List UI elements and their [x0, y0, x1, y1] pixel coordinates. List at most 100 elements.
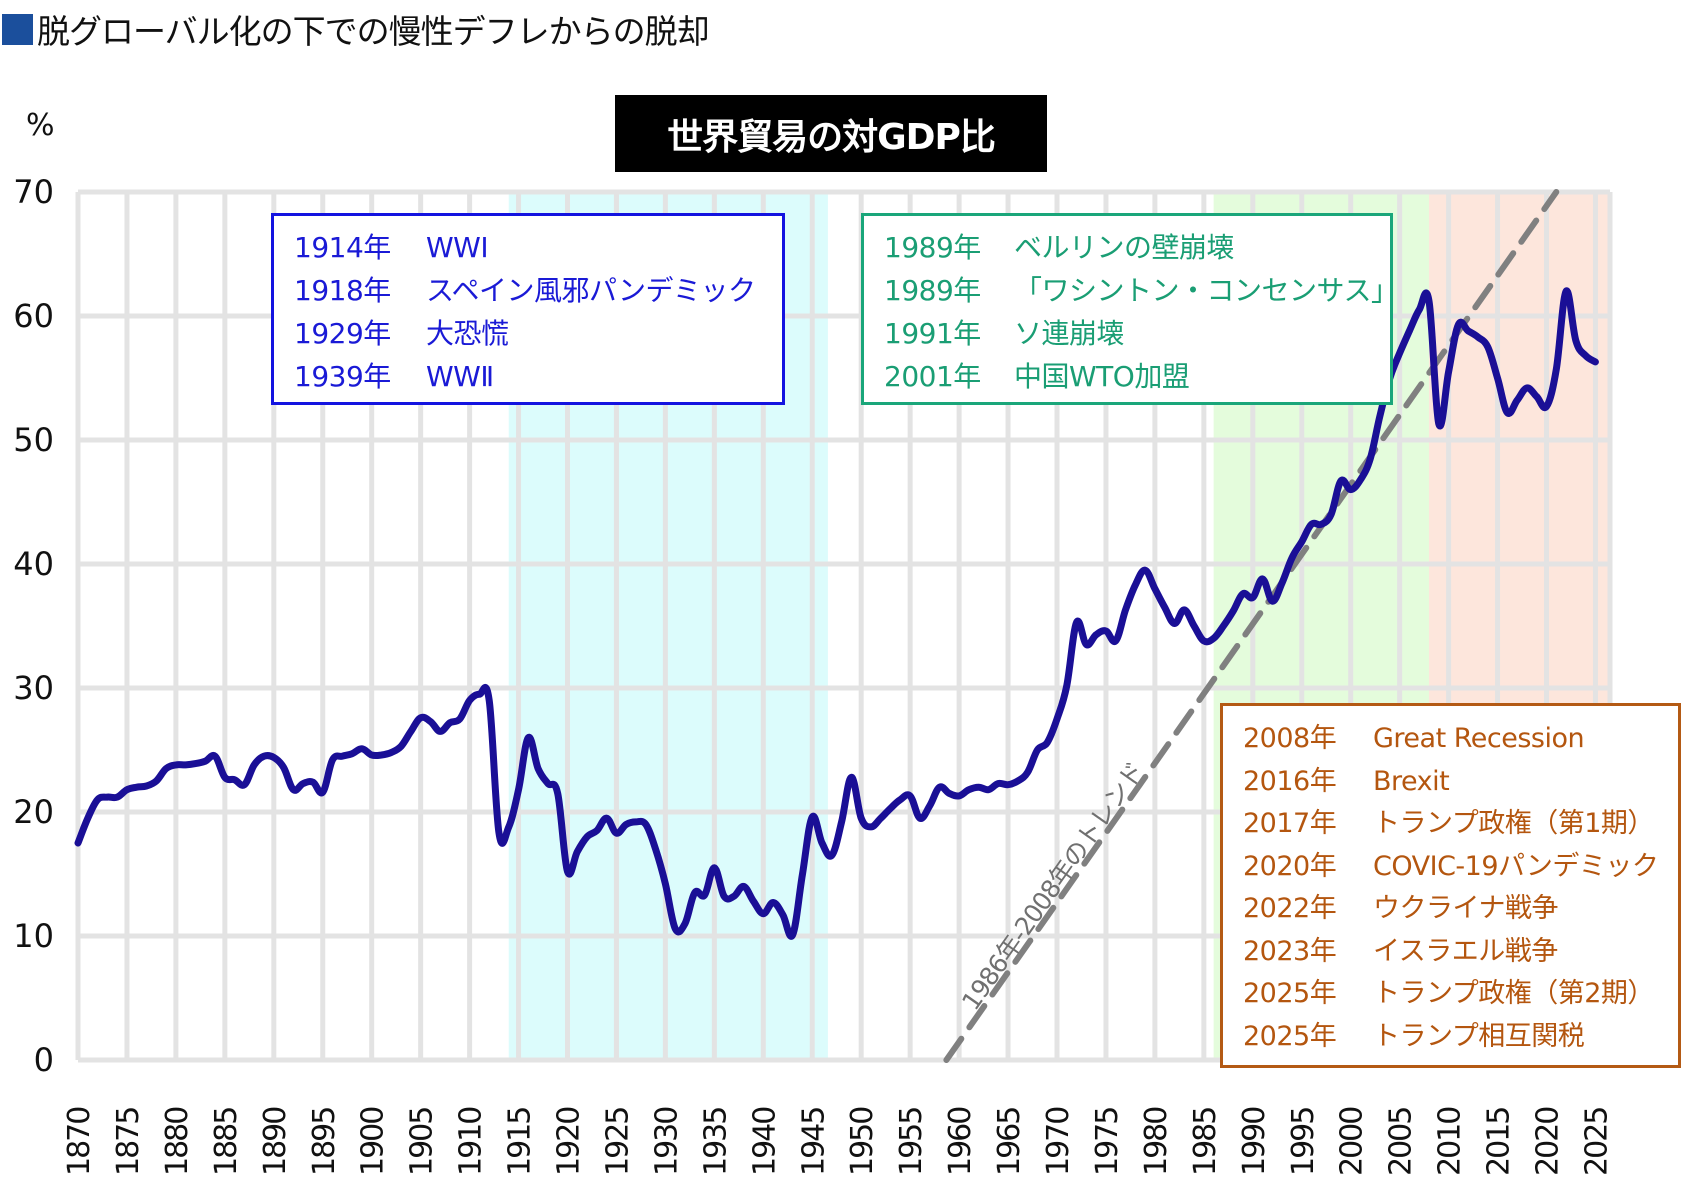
- annotation-event: イスラエル戦争: [1373, 935, 1558, 967]
- annotation-year: 1991年: [884, 317, 981, 350]
- annotation-row: 2008年 Great Recession: [1243, 718, 1678, 761]
- heading-marker-icon: [2, 13, 33, 45]
- x-tick-label: 2010: [1433, 1107, 1468, 1176]
- annotation-box-globalization: 1989年 ベルリンの壁崩壊 1989年 「ワシントン・コンセンサス」 1991年ソ…: [861, 213, 1399, 405]
- annotation-row: 2001年 中国WTO加盟: [884, 355, 1390, 398]
- heading-text: 脱グローバル化の下での慢性デフレからの脱却: [37, 12, 710, 51]
- x-tick-label: 1945: [796, 1108, 831, 1176]
- annotation-event: ソ連崩壊: [1014, 317, 1125, 350]
- annotation-year: 2001年: [884, 360, 981, 393]
- annotation-event: Brexit: [1373, 765, 1450, 797]
- x-tick-label: 1955: [894, 1108, 929, 1176]
- annotation-event: WWⅠ: [426, 231, 489, 264]
- annotation-year: 1918年: [294, 274, 391, 307]
- x-tick-label: 2020: [1531, 1107, 1566, 1176]
- annotation-year: 1914年: [294, 231, 391, 264]
- annotation-event: 中国WTO加盟: [1014, 360, 1190, 393]
- annotation-box-deglobalization: 2008年 Great Recession 2016年 Brexit 2017年 トラ…: [1220, 703, 1681, 1068]
- y-tick-label: 50: [13, 421, 54, 459]
- x-tick-label: 1970: [1041, 1107, 1076, 1176]
- annotation-event: Great Recession: [1373, 723, 1585, 754]
- annotation-year: 2016年: [1243, 765, 1337, 797]
- x-tick-label: 1905: [405, 1108, 440, 1176]
- annotation-row: 2025年 トランプ政権（第2期）: [1243, 973, 1678, 1016]
- trend-label: 1986年-2008年のトレンド: [956, 757, 1149, 1015]
- annotation-row: 1989年 ベルリンの壁崩壊: [884, 226, 1390, 269]
- x-tick-label: 1995: [1286, 1108, 1321, 1176]
- annotation-year: 1989年: [884, 231, 981, 264]
- x-tick-label: 1875: [111, 1108, 146, 1176]
- x-tick-label: 1940: [747, 1107, 782, 1176]
- annotation-row: 2025年 トランプ相互関税: [1243, 1016, 1678, 1059]
- x-tick-label: 1920: [552, 1107, 587, 1176]
- x-tick-label: 1960: [943, 1107, 978, 1176]
- y-axis-unit-label: %: [26, 108, 55, 143]
- y-tick-label: 0: [34, 1041, 54, 1079]
- annotation-event: トランプ政権（第2期）: [1373, 978, 1654, 1009]
- x-tick-label: 1890: [258, 1107, 293, 1176]
- annotation-row: 2016年 Brexit: [1243, 761, 1678, 804]
- annotation-event: トランプ政権（第1期）: [1373, 808, 1654, 839]
- annotation-row: 1989年 「ワシントン・コンセンサス」: [884, 269, 1399, 312]
- x-tick-label: 1895: [307, 1108, 342, 1176]
- annotation-row: 1939年 WWⅡ: [294, 355, 782, 398]
- annotation-row: 1929年 大恐慌: [294, 312, 782, 355]
- x-tick-label: 1975: [1090, 1108, 1125, 1176]
- annotation-year: 1989年: [884, 274, 981, 307]
- annotation-year: 1929年: [294, 317, 391, 350]
- x-tick-label: 1930: [649, 1107, 684, 1176]
- annotation-event: トランプ相互関税: [1373, 1020, 1585, 1052]
- annotation-row: 1991年 ソ連崩壊: [884, 312, 1390, 355]
- y-tick-label: 60: [13, 297, 54, 335]
- annotation-event: ベルリンの壁崩壊: [1014, 231, 1235, 264]
- annotation-year: 2008年: [1243, 723, 1337, 754]
- annotation-event: 大恐慌: [426, 317, 509, 350]
- annotation-year: 2025年: [1243, 978, 1337, 1009]
- x-tick-label: 1900: [356, 1107, 391, 1176]
- page-heading: 脱グローバル化の下での慢性デフレからの脱却: [0, 6, 710, 52]
- annotation-row: 2022年 ウクライナ戦争: [1243, 888, 1678, 931]
- annotation-row: 2023年 イスラエル戦争: [1243, 931, 1678, 974]
- y-tick-label: 40: [13, 545, 54, 583]
- x-tick-label: 1915: [503, 1108, 538, 1176]
- annotation-year: 2020年: [1243, 850, 1337, 882]
- annotation-box-prewar: 1914年 WWⅠ 1918年 スペイン風邪パンデミック 1929年 大恐慌 1939…: [271, 213, 785, 405]
- x-tick-label: 1910: [454, 1107, 489, 1176]
- annotation-row: 2020年 COVIC-19パンデミック: [1243, 846, 1678, 889]
- annotation-year: 2017年: [1243, 808, 1337, 839]
- y-tick-label: 30: [13, 669, 54, 707]
- chart-title: 世界貿易の対GDP比: [615, 95, 1047, 172]
- x-tick-label: 2000: [1335, 1107, 1370, 1176]
- x-tick-label: 1980: [1139, 1107, 1174, 1176]
- annotation-year: 1939年: [294, 360, 391, 393]
- x-tick-label: 1950: [845, 1107, 880, 1176]
- y-tick-label: 20: [13, 793, 54, 831]
- x-tick-labels: 1870 1875 1880 1885 1890 1895 1900 1905 1910 1915…: [62, 1107, 1614, 1176]
- x-tick-label: 1985: [1188, 1108, 1223, 1176]
- x-tick-label: 2005: [1384, 1108, 1419, 1176]
- x-tick-label: 2025: [1579, 1108, 1614, 1176]
- x-tick-label: 1935: [698, 1108, 733, 1176]
- annotation-year: 2025年: [1243, 1020, 1337, 1052]
- data-series: [74, 287, 1599, 940]
- x-tick-label: 2015: [1482, 1108, 1517, 1176]
- annotation-year: 2022年: [1243, 893, 1337, 924]
- x-tick-label: 1880: [160, 1107, 195, 1176]
- annotation-event: スペイン風邪パンデミック: [426, 274, 756, 307]
- x-tick-label: 1990: [1237, 1107, 1272, 1176]
- y-tick-label: 10: [13, 917, 54, 955]
- annotation-event: 「ワシントン・コンセンサス」: [1014, 274, 1399, 307]
- annotation-event: ウクライナ戦争: [1373, 893, 1558, 924]
- x-tick-label: 1870: [62, 1107, 97, 1176]
- x-tick-label: 1885: [209, 1108, 244, 1176]
- annotation-row: 1914年 WWⅠ: [294, 226, 782, 269]
- x-tick-label: 1925: [600, 1108, 635, 1176]
- x-tick-label: 1965: [992, 1108, 1027, 1176]
- annotation-event: COVIC-19パンデミック: [1373, 850, 1659, 882]
- y-tick-labels: 0 10 20 30 40 50 60 70: [13, 173, 54, 1079]
- annotation-row: 1918年 スペイン風邪パンデミック: [294, 269, 782, 312]
- y-tick-label: 70: [13, 173, 54, 211]
- annotation-year: 2023年: [1243, 935, 1337, 967]
- annotation-row: 2017年 トランプ政権（第1期）: [1243, 803, 1678, 846]
- annotation-event: WWⅡ: [426, 360, 494, 393]
